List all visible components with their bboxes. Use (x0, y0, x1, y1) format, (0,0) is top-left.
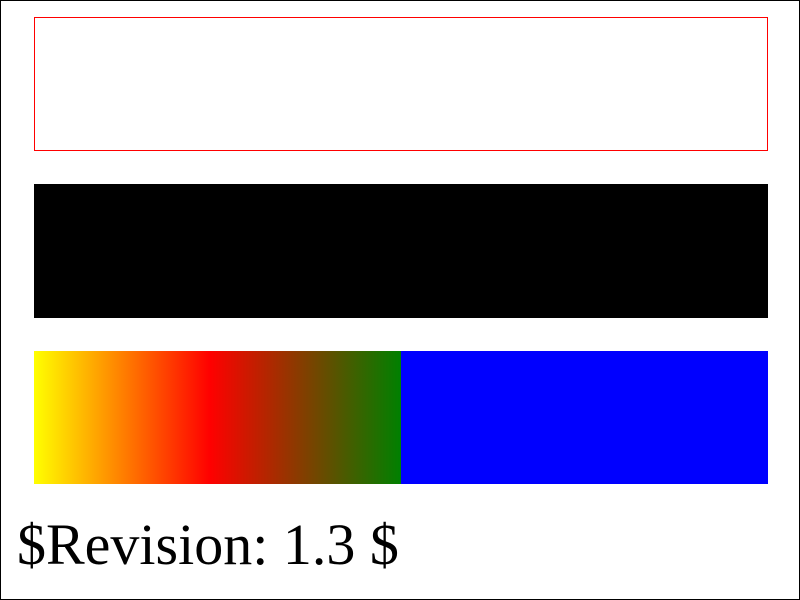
revision-label: $Revision: 1.3 $ (17, 512, 399, 577)
red-outlined-rectangle (34, 17, 768, 151)
black-filled-rectangle (34, 184, 768, 318)
blue-filled-rectangle (401, 351, 768, 484)
yellow-red-green-gradient-rectangle (34, 351, 401, 484)
